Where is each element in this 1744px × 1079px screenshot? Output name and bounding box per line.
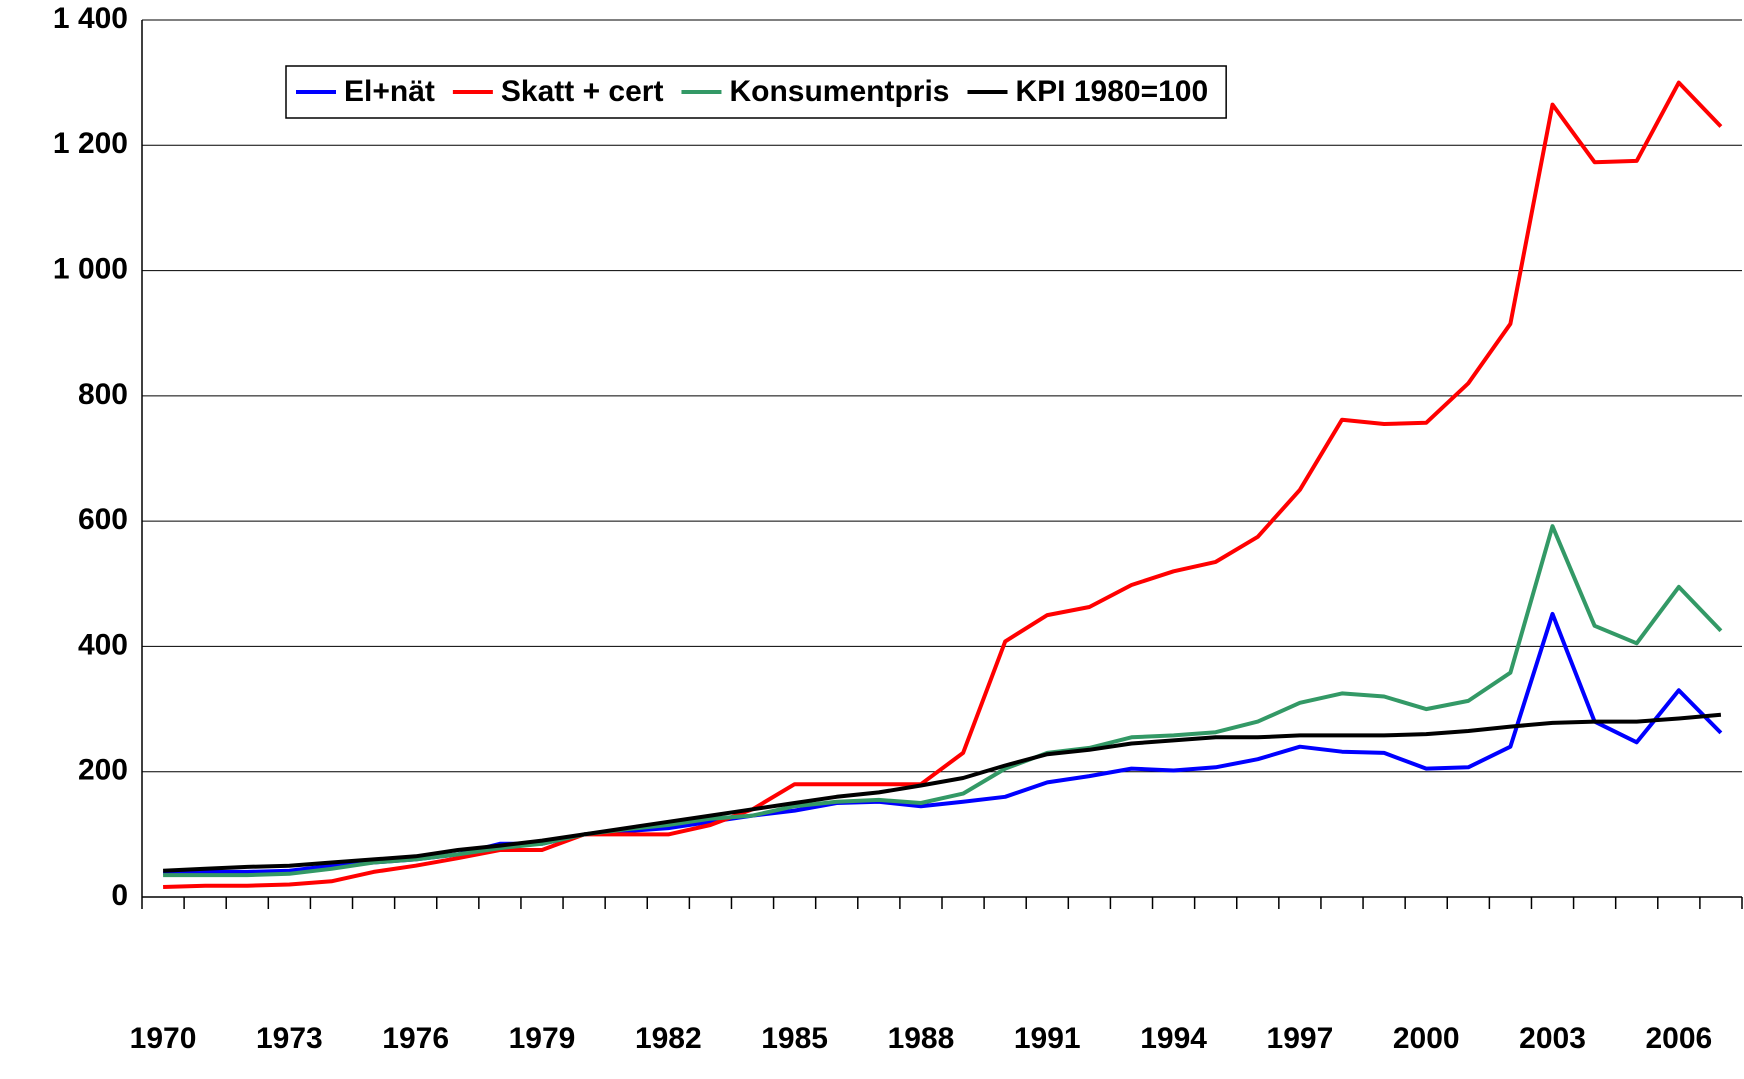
x-tick-label: 1985 bbox=[761, 1022, 828, 1055]
x-tick-label: 1973 bbox=[256, 1022, 323, 1055]
y-tick-label: 400 bbox=[78, 628, 128, 661]
x-tick-label: 1976 bbox=[382, 1022, 449, 1055]
y-tick-label: 600 bbox=[78, 503, 128, 536]
x-tick-label: 1994 bbox=[1140, 1022, 1207, 1055]
x-tick-label: 2000 bbox=[1393, 1022, 1460, 1055]
y-tick-label: 1 000 bbox=[53, 252, 128, 285]
x-tick-label: 2006 bbox=[1645, 1022, 1712, 1055]
series-line bbox=[163, 80, 1723, 889]
x-tick-label: 1970 bbox=[130, 1022, 197, 1055]
x-tick-label: 1979 bbox=[509, 1022, 576, 1055]
legend-label: El+nät bbox=[344, 75, 435, 108]
y-tick-label: 800 bbox=[78, 378, 128, 411]
legend-label: Skatt + cert bbox=[501, 75, 664, 108]
x-tick-label: 1997 bbox=[1267, 1022, 1334, 1055]
y-tick-label: 200 bbox=[78, 754, 128, 787]
legend-label: KPI 1980=100 bbox=[1016, 75, 1209, 108]
y-tick-label: 0 bbox=[111, 879, 128, 912]
x-tick-label: 2003 bbox=[1519, 1022, 1586, 1055]
series-line bbox=[163, 611, 1723, 876]
legend-label: Konsumentpris bbox=[729, 75, 949, 108]
series-line bbox=[163, 712, 1722, 873]
y-tick-label: 1 400 bbox=[53, 2, 128, 35]
x-tick-label: 1988 bbox=[888, 1022, 955, 1055]
x-tick-label: 1982 bbox=[635, 1022, 702, 1055]
legend: El+nät Skatt + cert Konsumentpris KPI 1980=… bbox=[285, 65, 1227, 119]
legend-box bbox=[285, 65, 1227, 119]
series-line bbox=[163, 524, 1723, 878]
x-tick-label: 1991 bbox=[1014, 1022, 1081, 1055]
y-tick-label: 1 200 bbox=[53, 127, 128, 160]
